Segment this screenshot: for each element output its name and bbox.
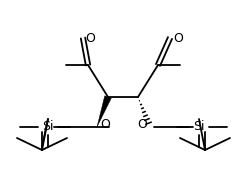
Text: O: O bbox=[100, 119, 110, 131]
Text: Si: Si bbox=[193, 121, 205, 134]
Polygon shape bbox=[97, 96, 111, 127]
Text: Si: Si bbox=[42, 121, 54, 134]
Text: O: O bbox=[85, 33, 95, 45]
Text: O: O bbox=[173, 33, 183, 45]
Text: O: O bbox=[137, 119, 147, 131]
